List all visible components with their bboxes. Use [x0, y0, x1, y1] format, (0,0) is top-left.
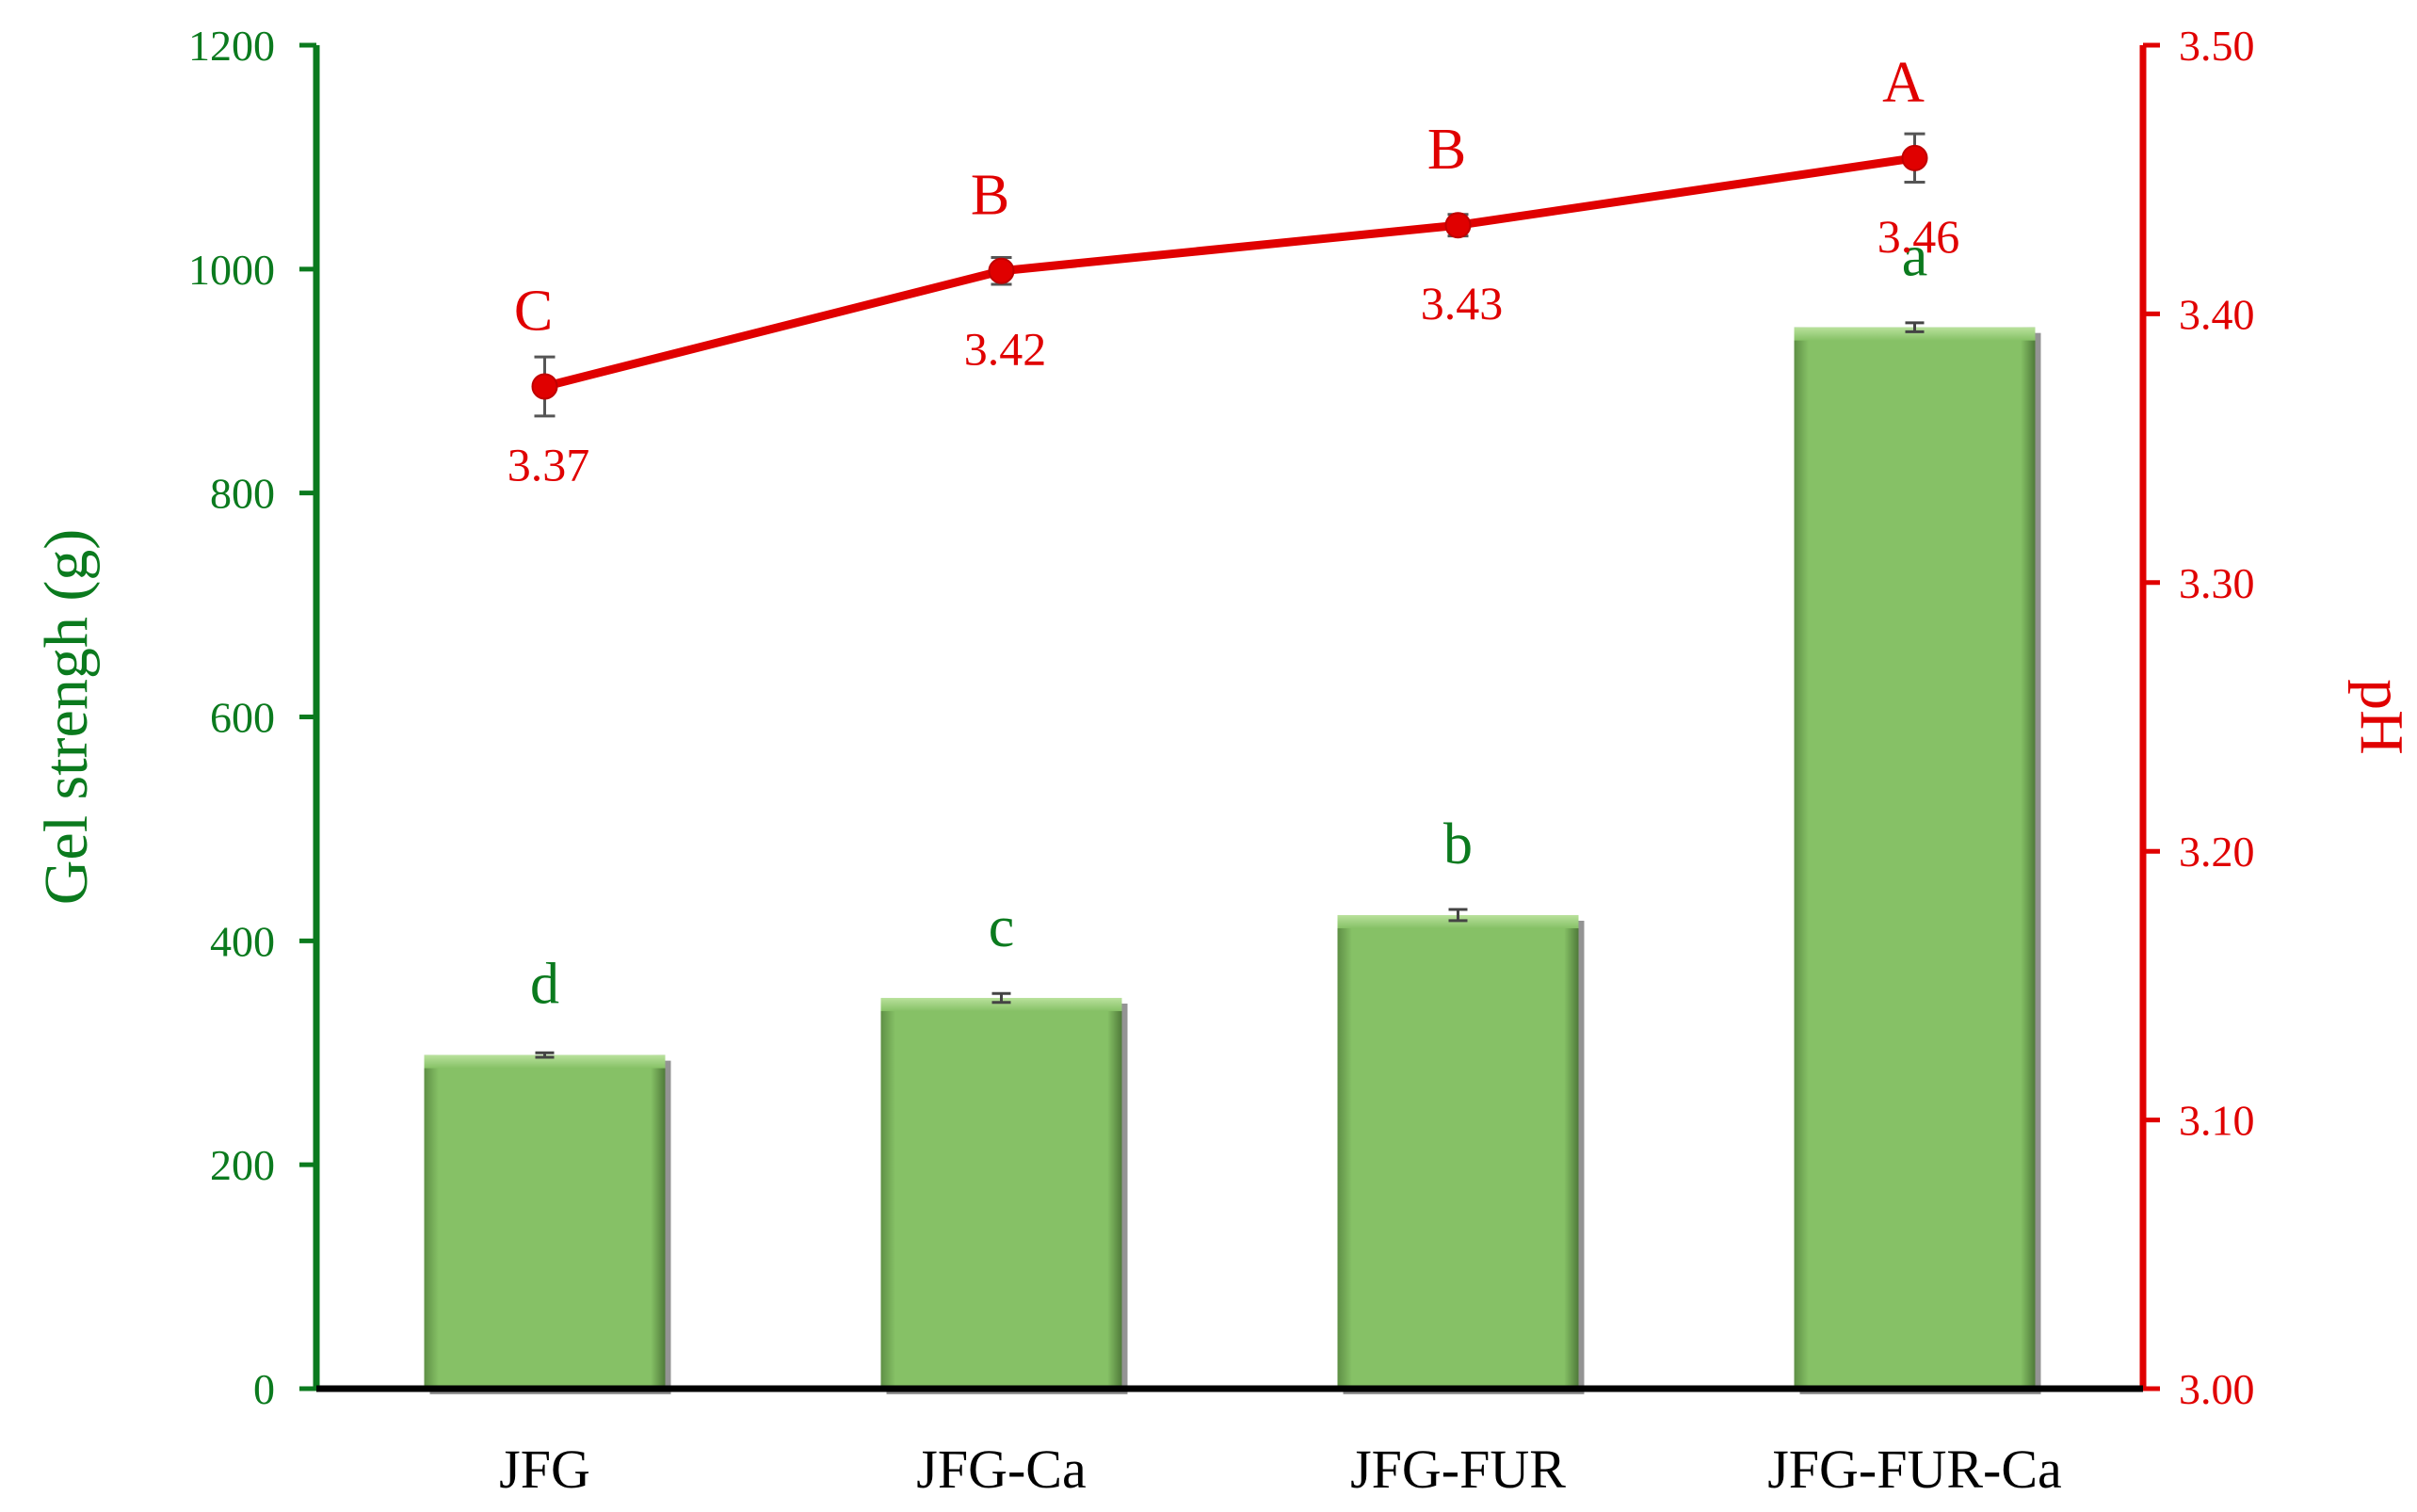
bar-jfg-fur	[1337, 914, 1579, 1389]
ph-value-label: 3.42	[964, 323, 1047, 376]
bar-significance-letter: c	[989, 895, 1015, 959]
left-tick-label: 200	[210, 1141, 275, 1189]
ph-value-label: 3.46	[1877, 210, 1960, 263]
right-tick-label: 3.50	[2179, 22, 2255, 70]
ph-significance-letter: A	[1882, 51, 1925, 115]
left-tick-label: 400	[210, 917, 275, 965]
bar-top-highlight	[880, 997, 1122, 1011]
right-tick-label: 3.30	[2179, 559, 2255, 607]
bar-top-highlight	[1794, 327, 2036, 341]
right-tick-label: 3.10	[2179, 1097, 2255, 1145]
left-tick-label: 1200	[188, 22, 275, 70]
left-tick-label: 800	[210, 470, 275, 518]
bar-significance-letter: b	[1443, 812, 1473, 877]
left-tick-label: 0	[253, 1365, 275, 1413]
ph-value-label: 3.37	[508, 438, 590, 491]
ph-significance-letter: B	[971, 164, 1009, 228]
bar-top-highlight	[424, 1054, 666, 1069]
category-label: JFG-FUR	[1350, 1439, 1566, 1500]
right-tick-label: 3.40	[2179, 290, 2255, 338]
ph-significance-letter: B	[1427, 118, 1466, 182]
bar-jfg	[424, 1054, 666, 1389]
axes	[299, 42, 2160, 1392]
right-tick-label: 3.20	[2179, 828, 2255, 876]
ph-significance-letter: C	[514, 279, 553, 343]
left-tick-label: 600	[210, 694, 275, 742]
ph-value-label: 3.43	[1421, 277, 1504, 330]
labels: d c b a 0 200 400 600 800 1000 1200 3.00 3.10 3.20 3.3…	[32, 22, 2416, 1500]
right-axis-title: pH	[2347, 679, 2416, 755]
ph-point	[988, 257, 1015, 284]
category-label: JFG	[499, 1439, 590, 1500]
right-tick-label: 3.00	[2179, 1365, 2255, 1413]
bar-jfg-ca	[880, 997, 1122, 1389]
ph-line	[531, 132, 1928, 418]
bar-significance-letter: d	[530, 953, 559, 1017]
bar-significance-letter: a	[1902, 225, 1928, 289]
left-axis-title: Gel strengh (g)	[32, 529, 101, 906]
left-tick-label: 1000	[188, 246, 275, 294]
category-label: JFG-FUR-Ca	[1767, 1439, 2062, 1500]
category-label: JFG-Ca	[916, 1439, 1086, 1500]
bars	[424, 321, 2041, 1394]
ph-series-line	[543, 153, 1916, 391]
ph-point	[1444, 212, 1472, 239]
ph-point	[1901, 144, 1928, 171]
ph-point	[531, 373, 558, 400]
bar-jfg-fur-ca	[1794, 327, 2036, 1389]
